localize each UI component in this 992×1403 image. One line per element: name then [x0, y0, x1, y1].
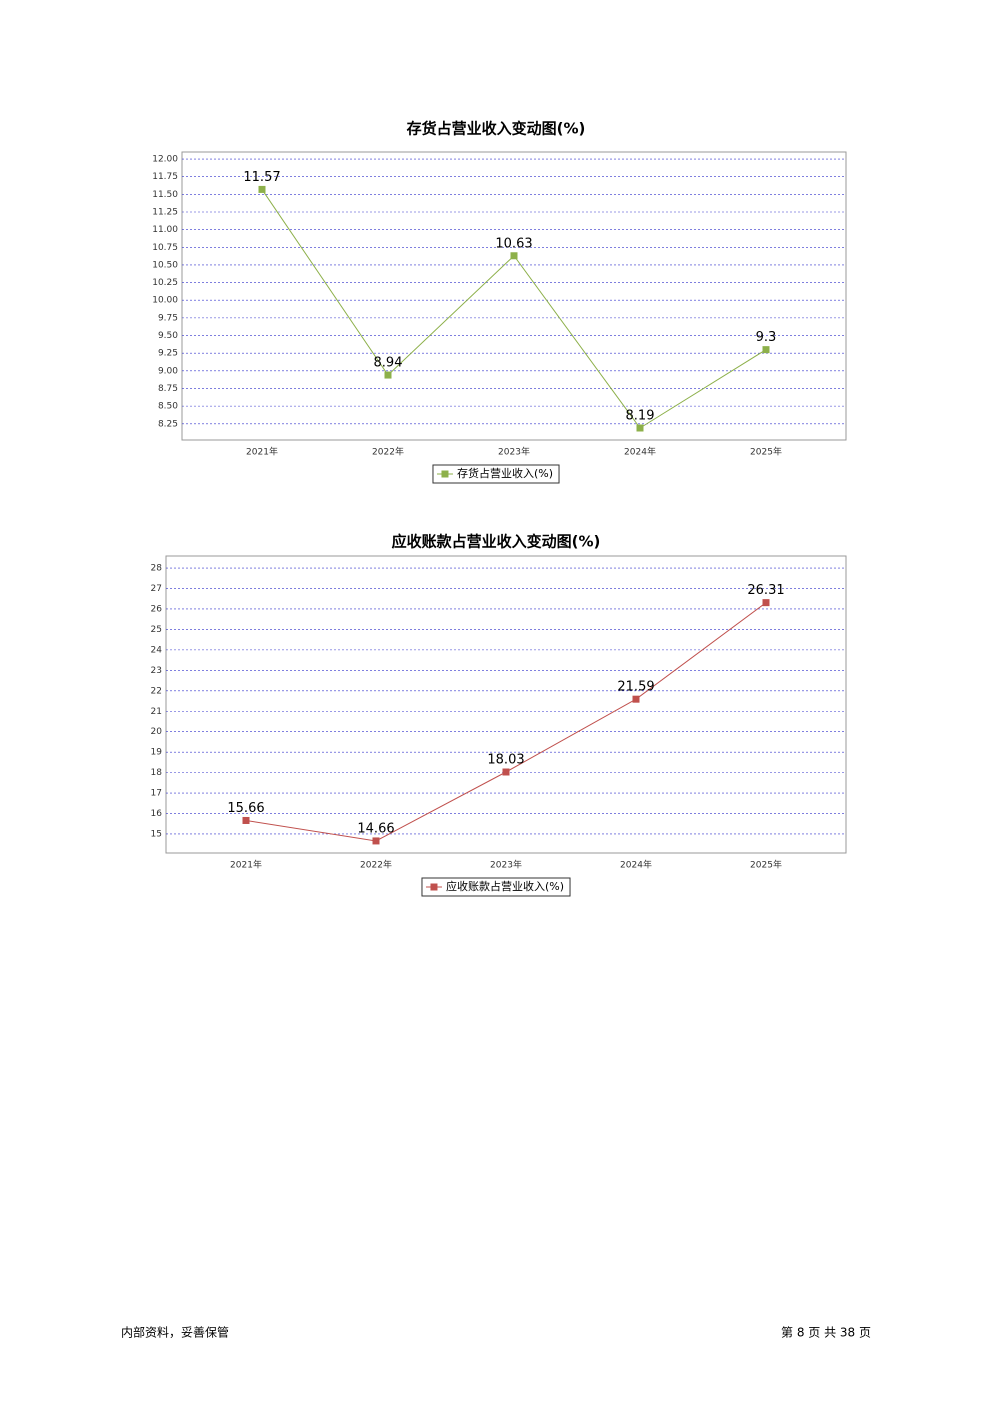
footer-right: 第 8 页 共 38 页: [781, 1326, 871, 1340]
point-marker: [502, 768, 510, 776]
point-marker: [242, 816, 250, 824]
y-tick-label: 10.50: [152, 260, 178, 270]
legend-marker: [430, 883, 438, 891]
y-tick-label: 24: [151, 645, 163, 655]
y-tick-label: 8.50: [158, 402, 178, 412]
x-tick-label: 2023年: [490, 859, 522, 871]
legend-box: [432, 464, 560, 484]
data-label: 8.19: [626, 409, 655, 424]
data-label: 21.59: [617, 680, 654, 695]
y-tick-label: 22: [151, 686, 162, 696]
x-tick-label: 2022年: [360, 859, 392, 871]
data-label: 18.03: [487, 753, 524, 768]
x-tick-label: 2024年: [624, 446, 656, 458]
y-tick-label: 19: [151, 748, 163, 758]
y-tick-label: 8.25: [158, 419, 178, 429]
y-tick-label: 28: [151, 564, 163, 574]
data-label: 9.3: [756, 330, 777, 345]
y-tick-label: 15: [151, 829, 162, 839]
x-tick-label: 2025年: [750, 446, 782, 458]
y-tick-label: 27: [151, 584, 162, 594]
data-label: 11.57: [243, 170, 280, 185]
y-tick-label: 12.00: [152, 155, 178, 165]
data-label: 14.66: [357, 821, 394, 836]
point-marker: [632, 695, 640, 703]
y-tick-label: 9.50: [158, 331, 178, 341]
point-marker: [384, 371, 392, 379]
y-tick-label: 16: [151, 809, 163, 819]
point-marker: [258, 185, 266, 193]
y-tick-label: 11.75: [152, 172, 178, 182]
y-tick-label: 10.25: [152, 278, 178, 288]
point-marker: [762, 599, 770, 607]
data-label: 26.31: [747, 583, 784, 598]
point-marker: [510, 252, 518, 260]
data-label: 15.66: [227, 801, 264, 816]
x-tick-label: 2021年: [246, 446, 278, 458]
point-marker: [636, 424, 644, 432]
y-tick-label: 9.00: [158, 366, 178, 376]
footer-left: 内部资料，妥善保管: [121, 1325, 229, 1340]
chart-title: 存货占营业收入变动图(%): [407, 120, 586, 138]
x-tick-label: 2025年: [750, 859, 782, 871]
y-tick-label: 21: [151, 707, 162, 717]
chart-title: 应收账款占营业收入变动图(%): [392, 533, 601, 551]
y-tick-label: 10.00: [152, 296, 178, 306]
y-tick-label: 25: [151, 625, 162, 635]
y-tick-label: 9.75: [158, 313, 178, 323]
plot-area: [165, 555, 847, 854]
point-marker: [762, 346, 770, 354]
y-tick-label: 20: [151, 727, 163, 737]
legend-marker: [441, 470, 449, 478]
y-tick-label: 18: [151, 768, 163, 778]
y-tick-label: 11.50: [152, 190, 178, 200]
data-label: 8.94: [374, 356, 403, 371]
point-marker: [372, 837, 380, 845]
x-tick-label: 2021年: [230, 859, 262, 871]
legend-label: 存货占营业收入(%): [457, 466, 553, 480]
y-tick-label: 11.00: [152, 225, 178, 235]
y-tick-label: 11.25: [152, 208, 178, 218]
x-tick-label: 2022年: [372, 446, 404, 458]
x-tick-label: 2024年: [620, 859, 652, 871]
y-tick-label: 10.75: [152, 243, 178, 253]
legend-box: [421, 877, 571, 897]
y-tick-label: 9.25: [158, 349, 178, 359]
y-tick-label: 17: [151, 789, 162, 799]
legend-label: 应收账款占营业收入(%): [446, 879, 564, 893]
plot-area: [181, 151, 847, 441]
x-tick-label: 2023年: [498, 446, 530, 458]
y-tick-label: 23: [151, 666, 162, 676]
data-label: 10.63: [495, 236, 532, 251]
y-tick-label: 8.75: [158, 384, 178, 394]
y-tick-label: 26: [151, 604, 163, 614]
